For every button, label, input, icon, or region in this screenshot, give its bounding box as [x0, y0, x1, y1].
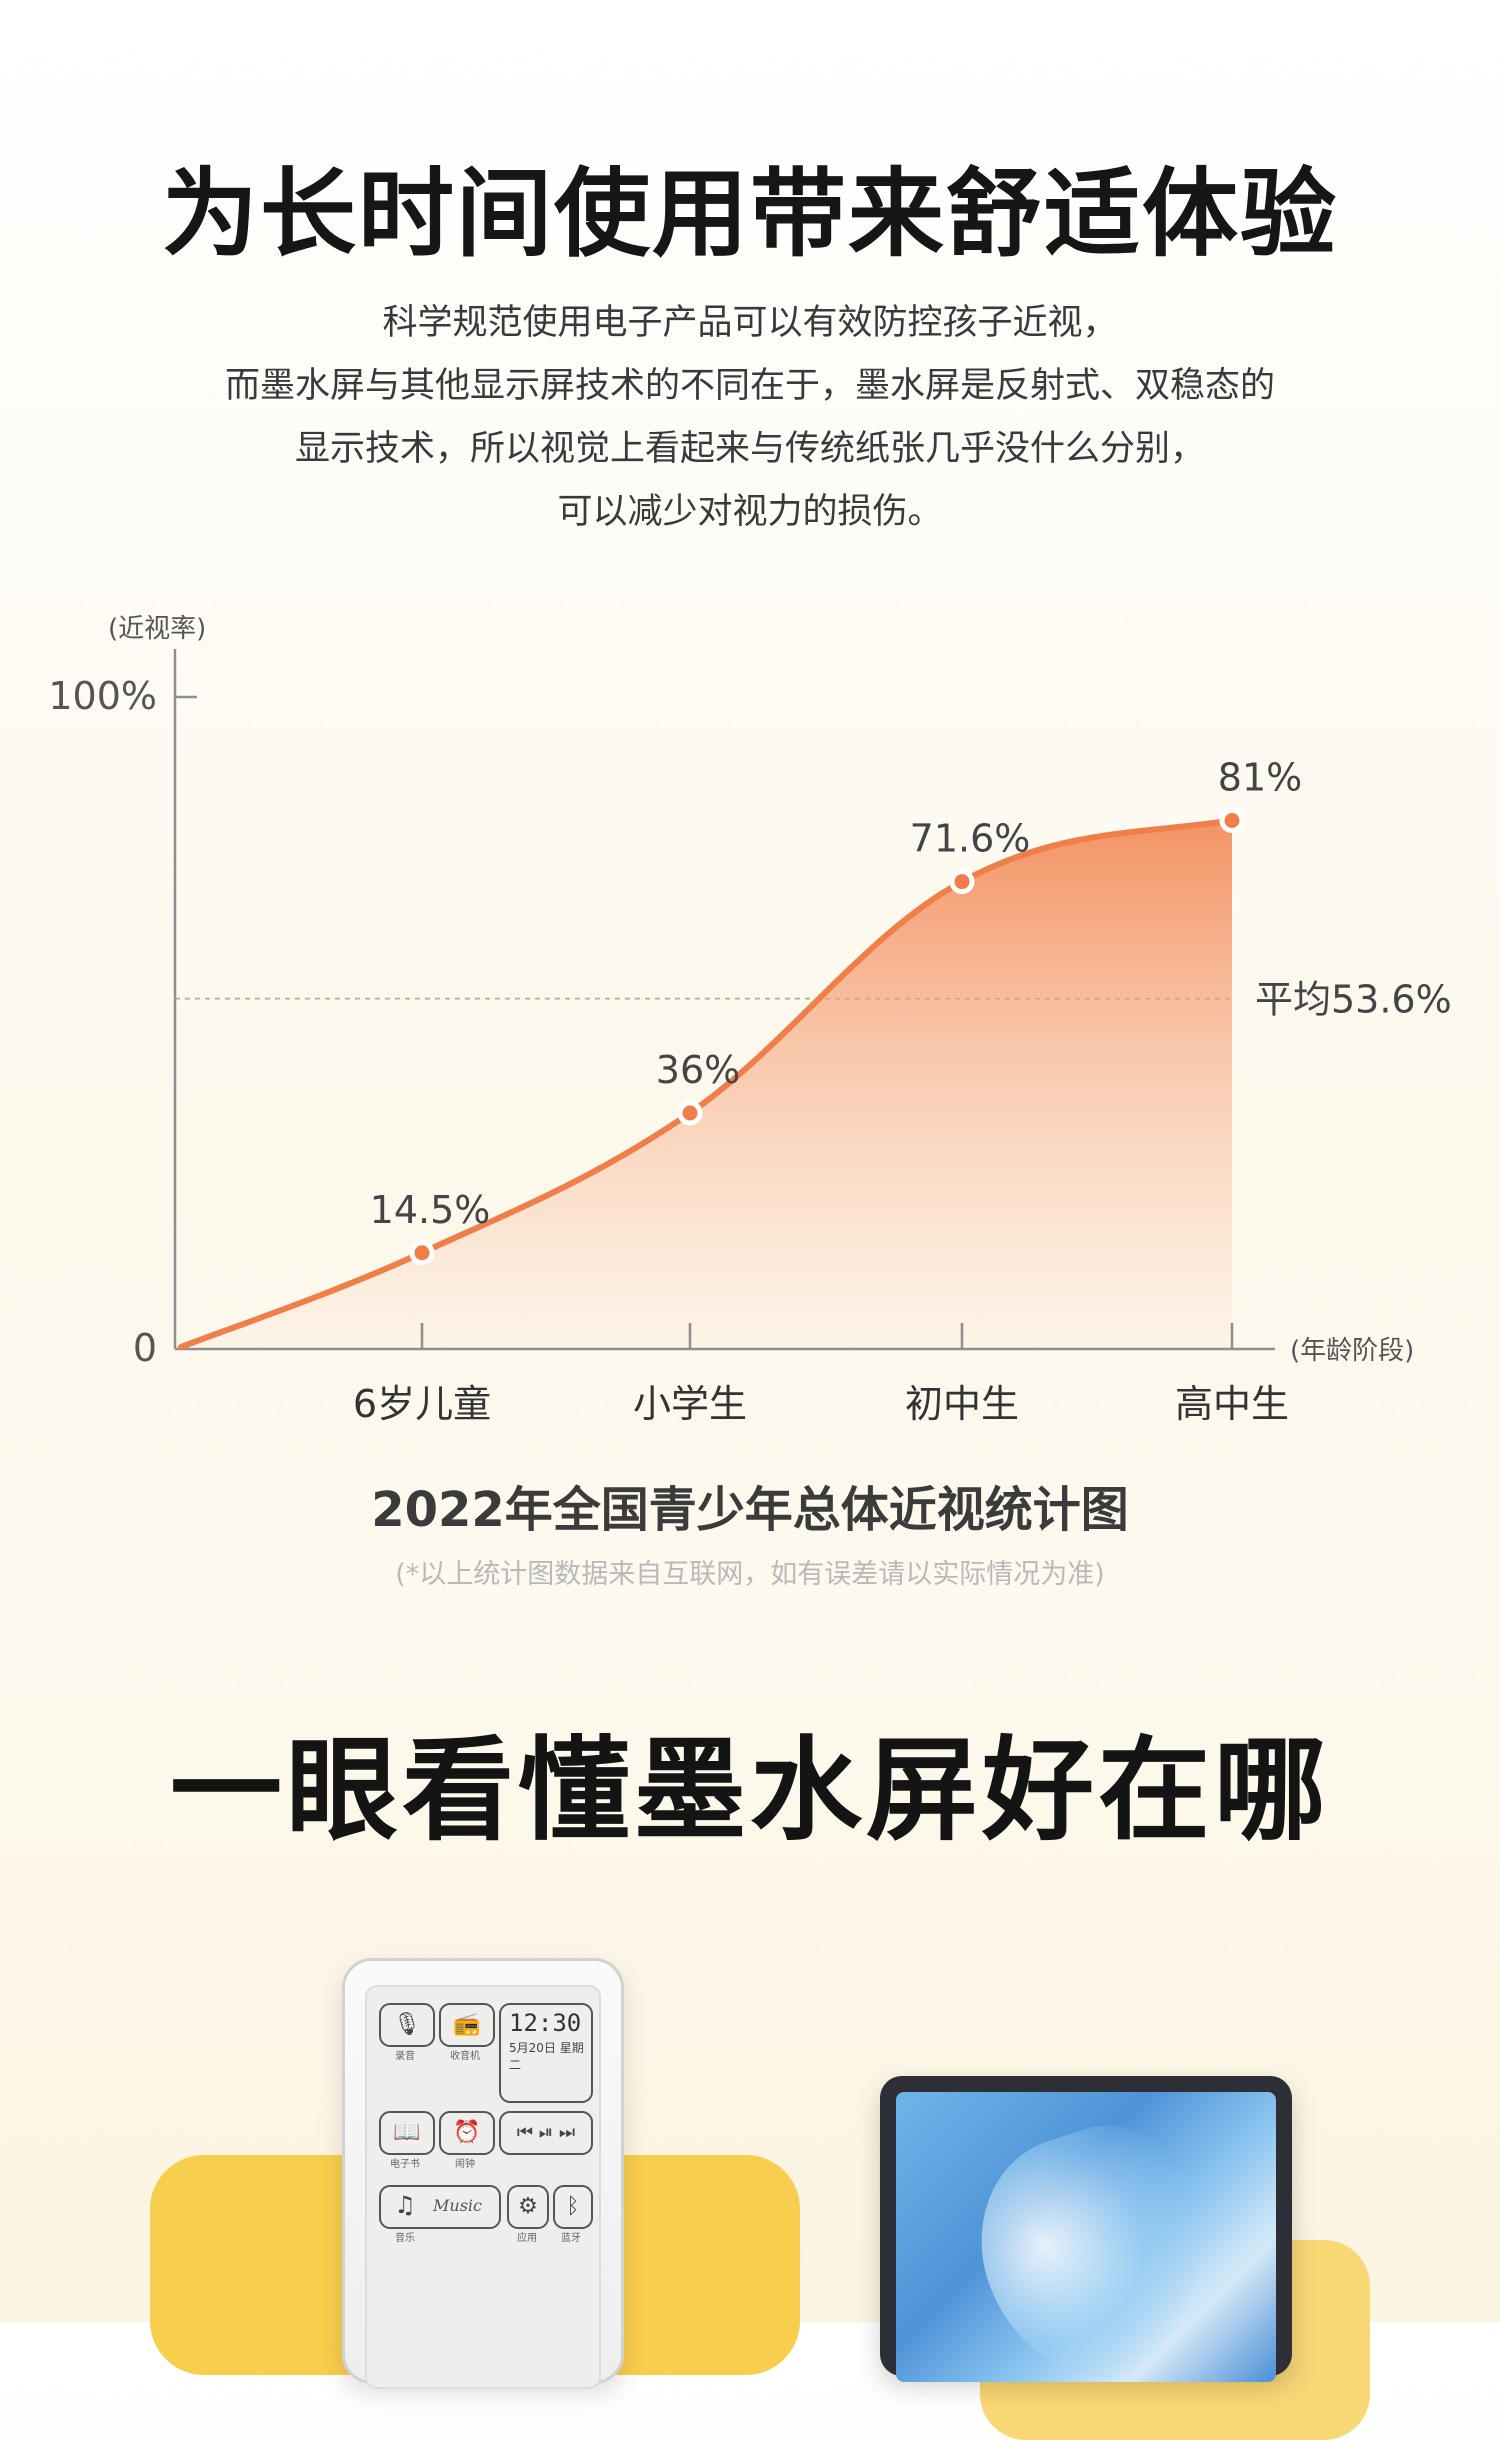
data-label: 71.6%: [910, 817, 1031, 861]
data-point: [1219, 808, 1245, 833]
lcd-tablet-illustration: [880, 2076, 1292, 2382]
y-tick-label: 0: [133, 1326, 157, 1370]
eink-screen: 🎙 录音 📻 收音机 12:30 5月20日 星期二 📖 电子书 ⏰ 闹钟 ⏮ …: [365, 1985, 601, 2389]
music-widget: ♫ Music: [379, 2185, 501, 2229]
x-tick-label: 高中生: [1175, 1382, 1289, 1426]
eink-device-illustration: 🎙 录音 📻 收音机 12:30 5月20日 星期二 📖 电子书 ⏰ 闹钟 ⏮ …: [342, 1958, 624, 2389]
data-point: [949, 869, 975, 895]
clock-date: 5月20日 星期二: [509, 2041, 584, 2072]
myopia-chart: (近视率) (年龄阶段) 0 100% 6岁儿童 小学生 初中生 高中生 平均53.6%…: [48, 614, 1452, 1426]
chart-source-note: (*以上统计图数据来自互联网，如有误差请以实际情况为准): [395, 1559, 1105, 1590]
music-word: Music: [433, 2196, 482, 2215]
player-controls-icon: ⏮ ⏯ ⏭: [499, 2111, 593, 2155]
clock-widget: 12:30 5月20日 星期二: [499, 2003, 593, 2103]
microphone-icon: 🎙: [379, 2003, 435, 2047]
bluetooth-icon: ᛒ: [553, 2185, 593, 2229]
book-icon: 📖: [379, 2111, 435, 2155]
data-point: [677, 1100, 703, 1126]
app-label: 音乐: [395, 2233, 415, 2244]
app-label: 蓝牙: [561, 2233, 581, 2244]
app-label: 闹钟: [455, 2159, 475, 2170]
chart-title: 2022年全国青少年总体近视统计图: [371, 1482, 1129, 1538]
x-axis-label: (年龄阶段): [1290, 1336, 1414, 1366]
tablet-screen: [896, 2092, 1276, 2382]
intro-paragraph: 科学规范使用电子产品可以有效防控孩子近视， 而墨水屏与其他显示屏技术的不同在于，…: [100, 292, 1400, 544]
data-label: 14.5%: [370, 1188, 491, 1232]
intro-line: 显示技术，所以视觉上看起来与传统纸张几乎没什么分别，: [294, 429, 1205, 469]
intro-line: 而墨水屏与其他显示屏技术的不同在于，墨水屏是反射式、双稳态的: [224, 366, 1275, 406]
apps-icon: ⚙: [507, 2185, 549, 2229]
app-label: 电子书: [390, 2159, 420, 2170]
intro-line: 可以减少对视力的损伤。: [557, 492, 943, 532]
x-tick-label: 6岁儿童: [353, 1382, 491, 1426]
data-label: 81%: [1218, 756, 1302, 800]
section-title: 一眼看懂墨水屏好在哪: [170, 1726, 1330, 1856]
app-label: 录音: [395, 2051, 415, 2062]
x-tick-label: 初中生: [905, 1382, 1019, 1426]
page-title: 为长时间使用带来舒适体验: [162, 158, 1338, 270]
y-tick-label: 100%: [48, 674, 157, 718]
wallpaper-wave: [952, 2104, 1240, 2382]
app-label: 应用: [517, 2233, 537, 2244]
x-tick-label: 小学生: [633, 1382, 747, 1426]
y-ticks: 0 100%: [48, 674, 197, 1370]
radio-icon: 📻: [439, 2003, 495, 2047]
data-point: [409, 1240, 435, 1266]
y-axis-label: (近视率): [108, 614, 206, 644]
area-fill: [181, 820, 1232, 1349]
clock-time: 12:30: [509, 2009, 582, 2037]
alarm-icon: ⏰: [439, 2111, 495, 2155]
average-reference-label: 平均53.6%: [1255, 978, 1452, 1022]
x-ticks: 6岁儿童 小学生 初中生 高中生: [353, 1323, 1289, 1426]
intro-line: 科学规范使用电子产品可以有效防控孩子近视，: [382, 303, 1118, 343]
data-points: 14.5% 36% 71.6% 81%: [370, 756, 1302, 1266]
music-note-icon: ♫: [394, 2191, 416, 2219]
app-label: 收音机: [450, 2051, 480, 2062]
data-label: 36%: [656, 1048, 740, 1092]
